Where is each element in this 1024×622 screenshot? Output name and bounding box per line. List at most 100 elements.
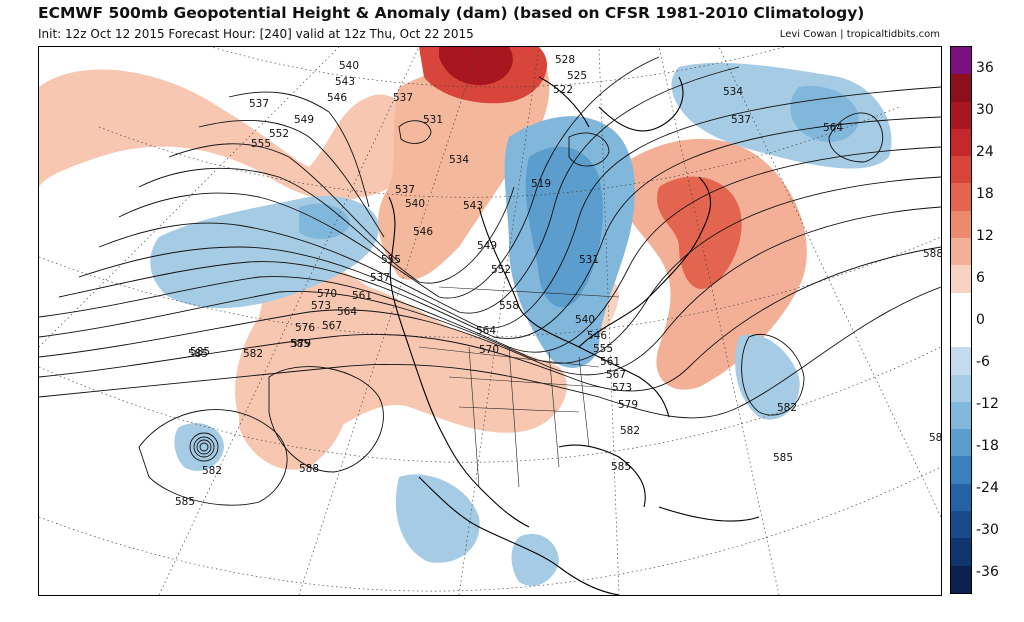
anomaly-subtropical-low	[735, 334, 800, 420]
colorbar-swatch	[951, 156, 971, 184]
colorbar-swatch	[951, 538, 971, 566]
height-contour-label: 567	[322, 320, 342, 332]
lat-lon-grid	[39, 47, 941, 595]
anomaly-alaska-canada	[378, 54, 550, 280]
colorbar-swatch	[951, 238, 971, 266]
height-contour-label: 585	[175, 496, 195, 508]
colorbar-swatch	[951, 210, 971, 239]
height-contour-label: 564	[476, 325, 496, 337]
colorbar-swatch	[951, 374, 971, 402]
anomaly-atlantic-core	[656, 176, 742, 289]
height-contour-label: 567	[606, 369, 626, 381]
colorbar-swatch	[951, 47, 971, 75]
colorbar-tick-label: -36	[976, 564, 999, 580]
height-contour-label: 531	[423, 114, 443, 126]
height-contour-label: 534	[449, 154, 469, 166]
height-contour-label: 552	[269, 128, 289, 140]
height-contour-label: 582	[777, 402, 797, 414]
colorbar-tick-label: 18	[976, 186, 994, 202]
height-contour-label: 540	[575, 314, 595, 326]
height-contour-label: 561	[600, 356, 620, 368]
height-contour-label: 585	[773, 452, 793, 464]
coastlines	[388, 76, 760, 595]
height-contour-label: 555	[593, 343, 613, 355]
height-contour-label: 546	[327, 92, 347, 104]
height-contour-label: 549	[294, 114, 314, 126]
height-contour-label: 546	[587, 330, 607, 342]
colorbar-tick-label: -12	[976, 396, 999, 412]
anomaly-ne-pacific	[39, 69, 419, 201]
height-contour-label: 585	[290, 338, 310, 350]
anomaly-mexico-low	[395, 474, 480, 563]
height-contour-label: 573	[311, 300, 331, 312]
height-contour-label: 519	[531, 178, 551, 190]
height-contour-label: 543	[335, 76, 355, 88]
height-contour-label: 543	[463, 200, 483, 212]
anomaly-n-atlantic-low	[671, 62, 892, 169]
height-contour-label: 579	[618, 399, 638, 411]
height-contour-label: 537	[249, 98, 269, 110]
anomaly-central-america-low	[511, 533, 559, 586]
height-contour-label: 537	[731, 114, 751, 126]
height-contour-label: 537	[395, 184, 415, 196]
height-contour-label: 570	[479, 344, 499, 356]
height-contour-label: 531	[579, 254, 599, 266]
hurricane-contour-rings	[189, 432, 219, 462]
height-contour-label: 555	[381, 254, 401, 266]
height-contour-label: 555	[251, 138, 271, 150]
height-contour-label: 588	[299, 463, 319, 475]
height-contour-label: 564	[337, 306, 357, 318]
colorbar-swatch	[951, 401, 971, 430]
colorbar-swatch	[951, 483, 971, 512]
anomaly-greenland-core	[439, 47, 513, 86]
colorbar-swatch	[951, 292, 971, 320]
height-contour-label: 582	[202, 465, 222, 477]
height-contour-label: 528	[555, 54, 575, 66]
colorbar-tick-label: -24	[976, 480, 999, 496]
height-contour-label: 540	[339, 60, 359, 72]
height-contour-label: 561	[352, 290, 372, 302]
colorbar-tick-labels: 36 30 24 18 12 6 0 -6 -12 -18 -24 -30 -36	[976, 46, 1016, 594]
height-contour-label: 564	[823, 122, 843, 134]
anomaly-hurricane-low	[174, 423, 224, 471]
political-borders	[418, 286, 620, 488]
height-contour-label: 537	[370, 272, 390, 284]
colorbar-swatch	[951, 456, 971, 484]
colorbar-swatch	[951, 265, 971, 293]
height-contour-label: 522	[553, 84, 573, 96]
height-contour-label: 534	[723, 86, 743, 98]
height-contour-label: 546	[413, 226, 433, 238]
colorbar-swatch	[951, 183, 971, 211]
height-contour-label: 585	[188, 348, 208, 360]
height-contour-label: 549	[477, 240, 497, 252]
height-contour-label: 588	[923, 248, 941, 260]
colorbar-tick-label: 6	[976, 270, 985, 286]
colorbar-tick-label: -18	[976, 438, 999, 454]
colorbar-tick-label: -30	[976, 522, 999, 538]
colorbar-tick-label: 36	[976, 60, 994, 76]
init-forecast-info: Init: 12z Oct 12 2015 Forecast Hour: [24…	[38, 27, 474, 41]
colorbar-swatch	[951, 511, 971, 539]
anomaly-colorbar	[950, 46, 972, 594]
credit-text: Levi Cowan | tropicaltidbits.com	[779, 29, 940, 40]
height-contour-label: 588	[929, 432, 941, 444]
height-contour-label: 537	[393, 92, 413, 104]
height-contour-label: 585	[190, 346, 210, 358]
height-contour-label: 558	[499, 300, 519, 312]
height-contour-label: 585	[611, 461, 631, 473]
map-panel: 540 543 546 537 537 549 552 555 531 534 528 525 522 5…	[38, 46, 942, 596]
colorbar-swatch	[951, 128, 971, 157]
anomaly-trough-core	[525, 146, 603, 308]
colorbar-swatch	[951, 319, 971, 348]
height-contour-label: 582	[243, 348, 263, 360]
height-contour-label: 573	[612, 382, 632, 394]
colorbar-tick-label: 0	[976, 312, 985, 328]
height-contour-label: 540	[405, 198, 425, 210]
colorbar-tick-label: 24	[976, 144, 994, 160]
colorbar-swatch	[951, 101, 971, 129]
height-contour-label: 525	[567, 70, 587, 82]
colorbar-swatch	[951, 347, 971, 375]
colorbar-tick-label: -6	[976, 354, 990, 370]
height-contour-label: 570	[317, 288, 337, 300]
